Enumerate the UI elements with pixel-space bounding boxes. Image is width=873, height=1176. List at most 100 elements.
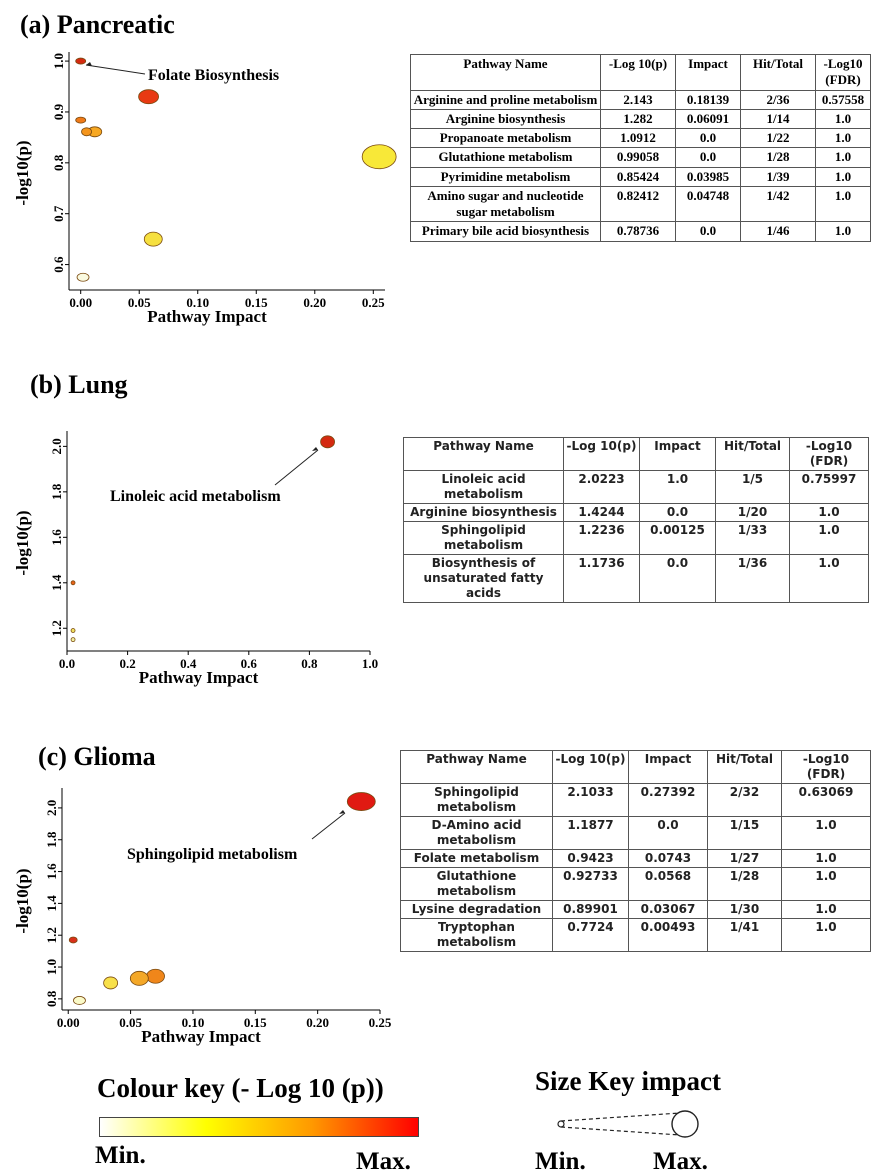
table-cell: 1.0912 <box>600 127 676 149</box>
table-cell: 2.143 <box>600 89 676 110</box>
table-cell: 0.0743 <box>628 849 708 868</box>
table-header-cell: Impact <box>675 54 741 91</box>
size-key-max: Max. <box>653 1148 708 1175</box>
table-cell: 2.1033 <box>552 783 629 817</box>
table-cell: 1/46 <box>740 221 816 242</box>
data-point <box>68 936 78 944</box>
colour-key-title: Colour key (- Log 10 (p)) <box>97 1073 384 1103</box>
table-row: Biosynthesis of unsaturated fatty acids 1… <box>403 554 869 603</box>
table-cell: Pyrimidine metabolism <box>410 166 601 187</box>
x-tick-label: 0.25 <box>369 1015 392 1030</box>
table-cell: Tryptophan metabolism <box>400 918 553 952</box>
table-cell: 0.9423 <box>552 849 629 868</box>
size-key-title: Size Key impact <box>535 1066 721 1096</box>
x-tick-label: 0.0 <box>59 656 75 671</box>
table-cell: 0.00493 <box>628 918 708 952</box>
x-tick-label: 0.10 <box>182 1015 205 1030</box>
table-cell: 1/33 <box>715 521 790 555</box>
size-key-lower-line <box>560 1126 681 1136</box>
y-tick-label: 1.6 <box>49 529 64 546</box>
table-cell: 2/36 <box>740 89 816 110</box>
table-cell: 0.04748 <box>675 185 741 223</box>
table-cell: 1.1877 <box>552 816 629 850</box>
x-tick-label: 0.6 <box>241 656 258 671</box>
table-row: Arginine and proline metabolism 2.143 0.18… <box>410 89 871 110</box>
annotation-label: Linoleic acid metabolism <box>110 488 281 505</box>
y-tick-label: 1.0 <box>51 53 66 69</box>
data-point <box>75 116 87 124</box>
table-row: D-Amino acid metabolism 1.1877 0.0 1/15 1.0 <box>400 816 871 850</box>
table-row: Tryptophan metabolism 0.7724 0.00493 1/41 1.… <box>400 918 871 952</box>
panel-b-table: Pathway Name -Log 10(p) Impact Hit/Total… <box>403 437 869 603</box>
table-cell: 1.0 <box>815 166 871 187</box>
table-header-row: Pathway Name -Log 10(p) Impact Hit/Total… <box>403 437 869 471</box>
table-header-cell: Impact <box>628 750 708 784</box>
data-point <box>320 435 335 449</box>
table-cell: 1.0 <box>815 221 871 242</box>
x-tick-label: 0.00 <box>69 295 92 310</box>
table-cell: 0.7724 <box>552 918 629 952</box>
data-point <box>73 996 86 1005</box>
table-header-cell: Impact <box>639 437 716 471</box>
table-cell: 1.0 <box>815 147 871 168</box>
table-cell: 2.0223 <box>563 470 640 504</box>
data-point <box>81 127 92 137</box>
x-tick-label: 0.20 <box>303 295 326 310</box>
table-header-cell: -Log 10(p) <box>563 437 640 471</box>
panel-a-chart: 0.00 0.05 0.10 0.15 0.20 0.25 0.6 0.7 0.8 0.9 1.0 P… <box>13 52 397 326</box>
table-cell: 0.92733 <box>552 867 629 901</box>
y-tick-label: 1.4 <box>49 574 64 591</box>
table-cell: Sphingolipid metabolism <box>400 783 553 817</box>
table-header-cell: -Log 10(p) <box>552 750 629 784</box>
data-point <box>346 792 376 811</box>
table-cell: 1.0 <box>789 554 869 603</box>
x-axis-label: Pathway Impact <box>147 307 267 326</box>
table-cell: 0.57558 <box>815 89 871 110</box>
panel-c-chart: 0.00 0.05 0.10 0.15 0.20 0.25 0.8 1.0 1.2 1.4 1.6 1… <box>13 788 392 1046</box>
table-cell: 0.89901 <box>552 900 629 919</box>
table-body: Sphingolipid metabolism 2.1033 0.27392 2/32… <box>400 783 871 952</box>
y-tick-label: 2.0 <box>49 438 64 454</box>
table-cell: 0.0 <box>639 503 716 522</box>
x-tick-label: 0.25 <box>362 295 385 310</box>
x-tick-label: 0.20 <box>306 1015 329 1030</box>
table-cell: 0.06091 <box>675 108 741 130</box>
table-cell: Amino sugar and nucleotide sugar metabol… <box>410 185 601 223</box>
table-header-cell: Hit/Total <box>707 750 782 784</box>
y-axis-label: -log10(p) <box>13 140 32 205</box>
x-tick-label: 0.10 <box>186 295 209 310</box>
table-cell: 0.75997 <box>789 470 869 504</box>
table-header-row: Pathway Name -Log 10(p) Impact Hit/Total… <box>410 54 871 91</box>
table-cell: 0.0 <box>628 816 708 850</box>
table-cell: 0.18139 <box>675 89 741 110</box>
y-tick-label: 0.9 <box>51 103 66 120</box>
table-row: Glutathione metabolism 0.92733 0.0568 1/28 1… <box>400 867 871 901</box>
x-tick-label: 0.2 <box>119 656 135 671</box>
table-row: Sphingolipid metabolism 1.2236 0.00125 1/33… <box>403 521 869 555</box>
y-tick-label: 1.8 <box>44 831 59 848</box>
table-cell: 1.0 <box>781 867 871 901</box>
table-header-cell: -Log10 (FDR) <box>781 750 871 784</box>
table-cell: 0.00125 <box>639 521 716 555</box>
data-point <box>70 628 76 633</box>
size-key-small-circle <box>557 1120 565 1128</box>
table-cell: Arginine biosynthesis <box>403 503 564 522</box>
table-cell: 1/30 <box>707 900 782 919</box>
table-cell: 1.0 <box>815 127 871 149</box>
table-cell: 1/14 <box>740 108 816 130</box>
table-cell: Primary bile acid biosynthesis <box>410 221 601 242</box>
table-cell: 1/22 <box>740 127 816 149</box>
table-cell: 1.2236 <box>563 521 640 555</box>
x-axis-label: Pathway Impact <box>141 1027 261 1046</box>
x-tick-label: 0.05 <box>128 295 151 310</box>
y-tick-label: 0.8 <box>51 154 66 171</box>
y-tick-label: 1.4 <box>44 895 59 912</box>
table-cell: Arginine and proline metabolism <box>410 89 601 110</box>
annotation-label: Folate Biosynthesis <box>148 67 279 84</box>
table-row: Sphingolipid metabolism 2.1033 0.27392 2/32… <box>400 783 871 817</box>
table-cell: 1.4244 <box>563 503 640 522</box>
table-cell: 1.0 <box>789 503 869 522</box>
table-cell: 1/5 <box>715 470 790 504</box>
x-tick-label: 0.15 <box>245 295 268 310</box>
y-tick-label: 1.6 <box>44 863 59 880</box>
